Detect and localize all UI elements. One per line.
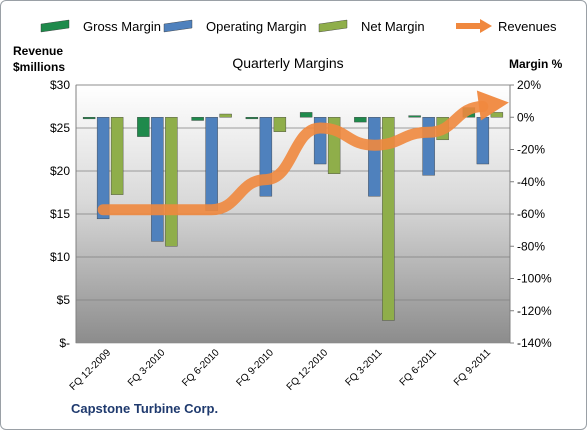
legend-swatch-operating-margin xyxy=(163,19,193,33)
revenue-arrowhead xyxy=(476,90,509,121)
bar-net-margin xyxy=(273,117,287,132)
legend: Gross Margin Operating Margin Net Margin Re… xyxy=(40,19,557,34)
right-tick-label: -80% xyxy=(517,239,545,253)
bar-net-margin xyxy=(165,117,178,247)
legend-label: Operating Margin xyxy=(206,19,306,34)
chart-title: Quarterly Margins xyxy=(232,55,343,71)
bar-operating-margin xyxy=(151,117,164,242)
right-tick-label: -60% xyxy=(517,207,545,221)
revenue-series-line xyxy=(97,101,489,216)
legend-swatch-gross-margin xyxy=(40,19,70,33)
left-tick-label: $25 xyxy=(50,121,70,135)
right-tick-label: 0% xyxy=(517,110,535,124)
right-tick-label: -40% xyxy=(517,175,545,189)
category-label: FQ 3-2011 xyxy=(343,347,384,388)
legend-label: Net Margin xyxy=(361,19,425,34)
right-tick-label: 20% xyxy=(517,78,541,92)
legend-label: Revenues xyxy=(498,19,557,34)
bar-gross-margin xyxy=(299,112,313,118)
bar-operating-margin xyxy=(422,117,435,176)
bar-operating-margin xyxy=(368,117,381,197)
revenue-line xyxy=(97,90,509,216)
right-axis-label: Margin % xyxy=(509,57,563,71)
bar-net-margin xyxy=(490,112,504,118)
left-axis-label-line2: $millions xyxy=(13,60,65,74)
right-tick-label: -120% xyxy=(517,304,552,318)
left-tick-label: $20 xyxy=(50,164,70,178)
category-label: FQ 12-2009 xyxy=(68,347,114,393)
bar-gross-margin xyxy=(191,117,204,121)
left-tick-label: $10 xyxy=(50,250,70,264)
category-label: FQ 12-2010 xyxy=(285,347,331,393)
left-tick-label: $- xyxy=(59,336,70,350)
bar-operating-margin xyxy=(205,117,218,211)
category-label: FQ 6-2010 xyxy=(180,347,222,389)
bar-net-margin xyxy=(382,117,395,321)
bar-operating-margin xyxy=(96,117,110,220)
category-label: FQ 3-2010 xyxy=(126,347,168,389)
category-label: FQ 6-2011 xyxy=(398,347,439,388)
bar-gross-margin xyxy=(137,117,150,137)
right-tick-label: -100% xyxy=(517,272,552,286)
bar-net-margin xyxy=(110,117,124,195)
category-label: FQ 9-2011 xyxy=(452,347,493,388)
right-tick-label: -20% xyxy=(517,143,545,157)
left-axis-label-line1: Revenue xyxy=(13,44,63,58)
bar-gross-margin xyxy=(82,117,96,120)
legend-swatch-net-margin xyxy=(318,19,348,33)
category-label: FQ 9-2010 xyxy=(234,347,276,389)
bar-operating-margin xyxy=(476,117,490,165)
bar-gross-margin xyxy=(354,117,367,123)
company-name: Capstone Turbine Corp. xyxy=(71,401,218,416)
left-tick-label: $30 xyxy=(50,78,70,92)
left-tick-label: $15 xyxy=(50,207,70,221)
legend-arrow-icon xyxy=(480,19,492,33)
legend-label: Gross Margin xyxy=(83,19,161,34)
bar-net-margin xyxy=(219,113,232,118)
bar-gross-margin xyxy=(408,115,421,118)
bar-gross-margin xyxy=(245,117,259,120)
left-tick-label: $5 xyxy=(57,293,71,307)
right-tick-label: -140% xyxy=(517,336,552,350)
